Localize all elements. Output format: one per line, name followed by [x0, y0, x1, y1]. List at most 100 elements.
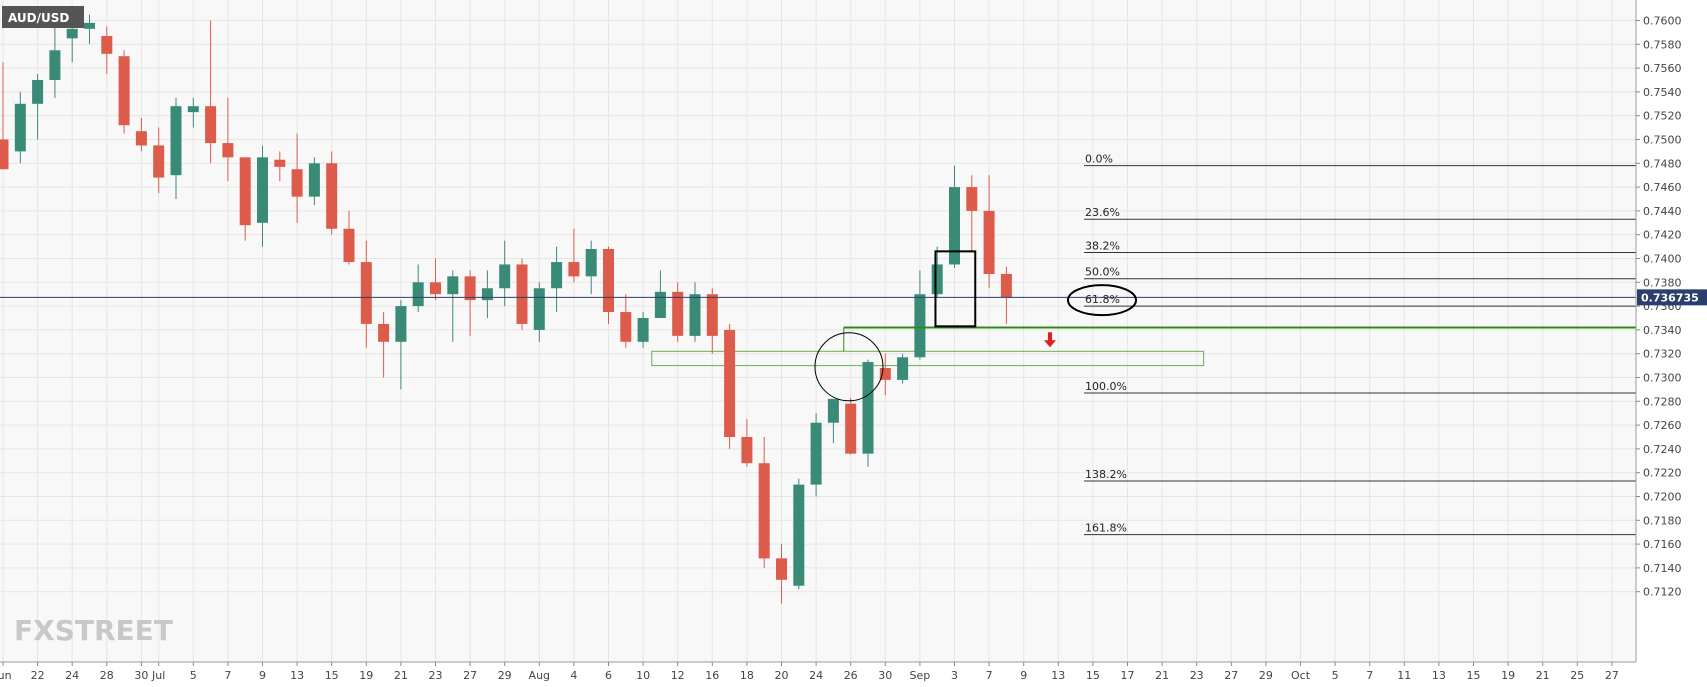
support-zone-box	[651, 350, 1205, 367]
candle-body-up	[827, 398, 839, 423]
x-tick-label: 19	[1501, 669, 1515, 682]
candle-body-up	[862, 362, 874, 454]
candle-body-down	[706, 294, 718, 336]
candle-body-up	[810, 422, 822, 485]
x-tick-label: 20	[775, 669, 789, 682]
x-tick-label: 11	[1397, 669, 1411, 682]
candle-body-down	[741, 437, 753, 464]
candle-body-up	[14, 103, 26, 152]
candle-body-up	[551, 262, 563, 289]
candle-body-up	[481, 288, 493, 301]
candle-body-up	[499, 264, 511, 289]
candle-body-down	[845, 403, 857, 454]
current-price-label: 0.736735	[1641, 291, 1699, 304]
candle-body-down	[620, 312, 632, 342]
y-tick-label: 0.7500	[1643, 134, 1682, 147]
candle-body-up	[897, 357, 909, 380]
y-tick-label: 0.7380	[1643, 276, 1682, 289]
symbol-label: AUD/USD	[8, 11, 69, 25]
x-tick-label: 10	[636, 669, 650, 682]
candle-body-down	[983, 210, 995, 274]
x-tick-label: 24	[65, 669, 79, 682]
fib-618-ellipse	[1067, 284, 1137, 317]
x-tick-label: 19	[359, 669, 373, 682]
x-tick-label: 27	[1224, 669, 1238, 682]
x-tick-label: Jul	[151, 669, 165, 682]
candle-body-down	[274, 159, 286, 167]
candle-body-down	[0, 139, 9, 170]
y-tick-label: 0.7280	[1643, 395, 1682, 408]
x-tick-label: 30	[134, 669, 148, 682]
candle-body-up	[654, 291, 666, 318]
x-tick-label: 21	[394, 669, 408, 682]
candle-body-up	[931, 264, 943, 295]
y-tick-label: 0.7120	[1643, 586, 1682, 599]
x-tick-label: 24	[809, 669, 823, 682]
y-tick-label: 0.7200	[1643, 491, 1682, 504]
x-tick-label: 26	[844, 669, 858, 682]
candle-body-down	[291, 169, 303, 197]
x-tick-label: 7	[1366, 669, 1373, 682]
down-arrow-icon	[1044, 332, 1056, 348]
candle-body-down	[724, 329, 736, 437]
y-tick-label: 0.7460	[1643, 181, 1682, 194]
current-price-badge	[1637, 289, 1707, 306]
x-tick-label: 4	[570, 669, 577, 682]
candle-body-down	[758, 463, 770, 559]
y-tick-label: 0.7480	[1643, 157, 1682, 170]
plot-background	[0, 0, 1636, 662]
candle-body-up	[170, 106, 182, 176]
x-tick-label: 3	[951, 669, 958, 682]
y-tick-label: 0.7540	[1643, 86, 1682, 99]
candle-body-up	[412, 282, 424, 307]
x-tick-label: 9	[1020, 669, 1027, 682]
x-tick-label: 7	[986, 669, 993, 682]
x-tick-label: 13	[1432, 669, 1446, 682]
x-tick-label: 27	[1605, 669, 1619, 682]
candle-body-down	[118, 56, 130, 126]
candle-body-up	[395, 306, 407, 342]
candle-body-up	[585, 248, 597, 277]
x-tick-label: 27	[463, 669, 477, 682]
y-tick-label: 0.7300	[1643, 372, 1682, 385]
candle-body-up	[533, 288, 545, 330]
y-tick-label: 0.7180	[1643, 514, 1682, 527]
candle-body-down	[430, 282, 441, 295]
x-tick-label: Aug	[529, 669, 550, 682]
x-tick-label: 13	[290, 669, 304, 682]
candle-body-down	[101, 35, 113, 54]
candle-body-down	[464, 276, 476, 301]
x-tick-label: 5	[190, 669, 197, 682]
y-tick-label: 0.7420	[1643, 229, 1682, 242]
candle-body-down	[568, 262, 580, 277]
candle-body-down	[360, 262, 372, 324]
x-tick-label: 15	[1467, 669, 1481, 682]
candle-body-down	[326, 163, 338, 229]
x-tick-label: 15	[1086, 669, 1100, 682]
fib-level-label: 23.6%	[1085, 206, 1120, 219]
x-tick-label: 23	[1190, 669, 1204, 682]
candle-body-down	[966, 187, 978, 211]
y-tick-label: 0.7320	[1643, 348, 1682, 361]
y-tick-label: 0.7140	[1643, 562, 1682, 575]
candle-body-down	[1000, 273, 1012, 298]
y-tick-label: 0.7340	[1643, 324, 1682, 337]
candle-body-down	[343, 228, 355, 263]
x-tick-label: 9	[259, 669, 266, 682]
candle-body-down	[153, 145, 165, 178]
y-tick-label: 0.7600	[1643, 15, 1682, 28]
candle-body-down	[378, 323, 390, 342]
symbol-badge: AUD/USD	[2, 6, 84, 28]
fib-level-label: 0.0%	[1085, 153, 1113, 166]
x-tick-label: 5	[1332, 669, 1339, 682]
candle-body-up	[914, 294, 926, 358]
candle-body-down	[239, 157, 251, 226]
candle-body-down	[516, 264, 528, 324]
fib-level-label: 50.0%	[1085, 266, 1120, 279]
fib-level-label: 161.8%	[1085, 522, 1127, 535]
x-tick-label: 28	[100, 669, 114, 682]
candle-body-up	[84, 22, 95, 29]
x-tick-label: 12	[671, 669, 685, 682]
x-tick-label: 15	[325, 669, 339, 682]
